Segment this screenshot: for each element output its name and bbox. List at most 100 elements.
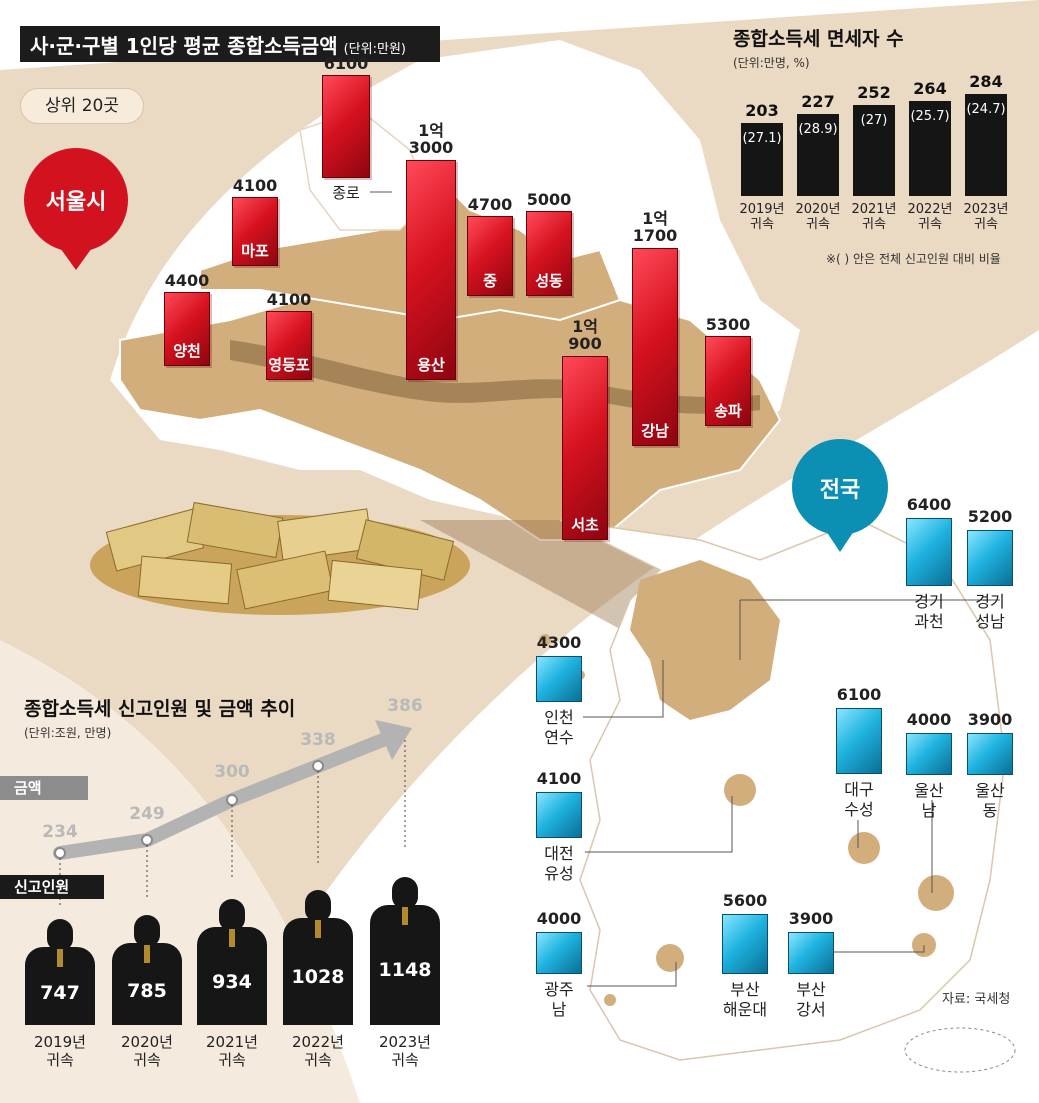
amount-value-label: 386 bbox=[387, 696, 423, 716]
seoul-value-label: 4100 bbox=[232, 175, 278, 195]
trend-arrow bbox=[53, 720, 412, 860]
seoul-district-label: 양천 bbox=[173, 342, 201, 360]
seoul-district-label: 종로 bbox=[332, 184, 360, 202]
trend-year-label: 2022년 귀속 bbox=[292, 1033, 344, 1069]
nationwide-value-label: 6100 bbox=[836, 685, 882, 704]
han-river bbox=[230, 340, 760, 414]
seoul-value-label: 1억 1700 bbox=[632, 209, 678, 245]
exempt-bar-0 bbox=[741, 122, 783, 196]
seoul-value-label: 5300 bbox=[705, 315, 751, 335]
exempt-bar-4 bbox=[965, 93, 1007, 196]
nationwide-value-label: 4000 bbox=[906, 710, 952, 729]
seoul-district-label: 강남 bbox=[641, 422, 669, 440]
exempt-bar-2 bbox=[853, 105, 895, 196]
nationwide-region-label: 울산 동 bbox=[975, 781, 1005, 820]
nationwide-bar-3 bbox=[836, 708, 882, 774]
nationwide-region-label: 부산 강서 bbox=[796, 980, 826, 1019]
title-main: 사·군·구별 1인당 평균 종합소득금액 bbox=[30, 34, 338, 58]
nationwide-bar-1 bbox=[967, 530, 1013, 586]
person-head-icon bbox=[47, 918, 73, 951]
person-head-icon bbox=[219, 899, 245, 932]
nationwide-region-label: 경기 성남 bbox=[975, 592, 1005, 631]
trend-year-label: 2021년 귀속 bbox=[206, 1033, 258, 1069]
seoul-marker-label: 서울시 bbox=[45, 190, 107, 215]
filers-value-label: 785 bbox=[127, 979, 167, 1002]
exempt-bar-3 bbox=[909, 100, 951, 196]
title-unit: (단위:만원) bbox=[343, 42, 406, 57]
nationwide-region-label: 대전 유성 bbox=[544, 844, 574, 883]
nationwide-marker bbox=[792, 439, 888, 552]
nationwide-bar-6 bbox=[536, 792, 582, 838]
seoul-district-label: 영등포 bbox=[268, 356, 310, 374]
seoul-district-label: 용산 bbox=[417, 356, 445, 374]
nationwide-bar-5 bbox=[967, 733, 1013, 775]
trend-year-label: 2019년 귀속 bbox=[34, 1033, 86, 1069]
person-tie-icon bbox=[57, 948, 63, 967]
exempt-chart-note: ※( ) 안은 전체 신고인원 대비 비율 bbox=[826, 252, 1001, 266]
trend-year-label: 2023년 귀속 bbox=[379, 1033, 431, 1069]
filers-value-label: 1148 bbox=[378, 959, 432, 981]
nationwide-bar-2 bbox=[536, 656, 582, 702]
seoul-bar-1 bbox=[232, 196, 278, 266]
person-tie-icon bbox=[402, 907, 408, 925]
nationwide-bar-9 bbox=[788, 932, 834, 974]
nationwide-bar-7 bbox=[536, 932, 582, 974]
exempt-chart-unit: (단위:만명, %) bbox=[733, 56, 810, 70]
filers-series-tag: 신고인원 bbox=[0, 875, 104, 899]
nationwide-value-label: 4000 bbox=[536, 909, 582, 928]
nationwide-region-label: 부산 해운대 bbox=[722, 980, 768, 1019]
nationwide-bar-0 bbox=[906, 518, 952, 586]
seoul-value-label: 4700 bbox=[467, 195, 513, 215]
seoul-value-label: 1억 900 bbox=[568, 316, 602, 353]
person-head-icon bbox=[134, 914, 160, 947]
person-head-icon bbox=[305, 889, 331, 922]
seoul-bar-8 bbox=[632, 248, 678, 446]
exempt-ratio-label: (27.1) bbox=[742, 130, 782, 146]
nationwide-value-label: 6400 bbox=[906, 495, 952, 514]
nationwide-value-label: 4100 bbox=[536, 769, 582, 788]
nationwide-bar-4 bbox=[906, 733, 952, 775]
seoul-district-label: 송파 bbox=[714, 402, 742, 420]
title-bar bbox=[20, 26, 440, 62]
exempt-ratio-label: (28.9) bbox=[798, 122, 838, 138]
exempt-value-label: 284 bbox=[969, 71, 1003, 91]
amount-value-label: 300 bbox=[214, 762, 250, 782]
subtitle-pill: 상위 20곳 bbox=[20, 88, 144, 124]
nationwide-region-label: 경기 과천 bbox=[914, 592, 944, 631]
exempt-year-label: 2023년 귀속 bbox=[963, 202, 1009, 232]
nationwide-value-label: 5600 bbox=[722, 891, 768, 910]
nationwide-value-label: 4300 bbox=[536, 633, 582, 652]
seoul-marker bbox=[24, 148, 128, 270]
exempt-value-label: 264 bbox=[913, 78, 947, 98]
seoul-bar-2 bbox=[164, 291, 210, 366]
amount-value-label: 338 bbox=[300, 730, 336, 750]
leader-lines bbox=[370, 191, 1000, 987]
amount-value-label: 234 bbox=[42, 822, 78, 842]
exempt-ratio-label: (24.7) bbox=[966, 101, 1006, 117]
person-tie-icon bbox=[144, 944, 150, 963]
trend-year-label: 2020년 귀속 bbox=[121, 1033, 173, 1069]
exempt-bar-1 bbox=[797, 114, 839, 196]
seoul-district-label: 중 bbox=[483, 272, 497, 290]
trend-dotted-lines bbox=[59, 740, 406, 905]
seoul-value-label: 5000 bbox=[526, 190, 572, 210]
exempt-year-label: 2021년 귀속 bbox=[851, 202, 897, 232]
nationwide-value-label: 5200 bbox=[967, 507, 1013, 526]
nationwide-region-label: 울산 남 bbox=[914, 781, 944, 820]
seoul-bar-7 bbox=[562, 355, 608, 540]
source-note: 자료: 국세청 bbox=[942, 992, 1011, 1007]
seoul-value-label: 4100 bbox=[266, 289, 312, 309]
seoul-bar-0 bbox=[322, 74, 370, 178]
exempt-chart-title: 종합소득세 면세자 수 bbox=[733, 28, 904, 50]
seoul-district-label: 마포 bbox=[241, 242, 269, 260]
exempt-year-label: 2019년 귀속 bbox=[739, 202, 785, 232]
person-head-icon bbox=[392, 877, 418, 909]
seoul-value-label: 6100 bbox=[323, 53, 369, 73]
exempt-ratio-label: (27) bbox=[860, 113, 888, 129]
nationwide-region-label: 대구 수성 bbox=[844, 780, 874, 819]
trend-chart-title: 종합소득세 신고인원 및 금액 추이 bbox=[24, 698, 296, 720]
seoul-value-label: 4400 bbox=[164, 270, 210, 290]
filers-value-label: 747 bbox=[40, 982, 80, 1005]
